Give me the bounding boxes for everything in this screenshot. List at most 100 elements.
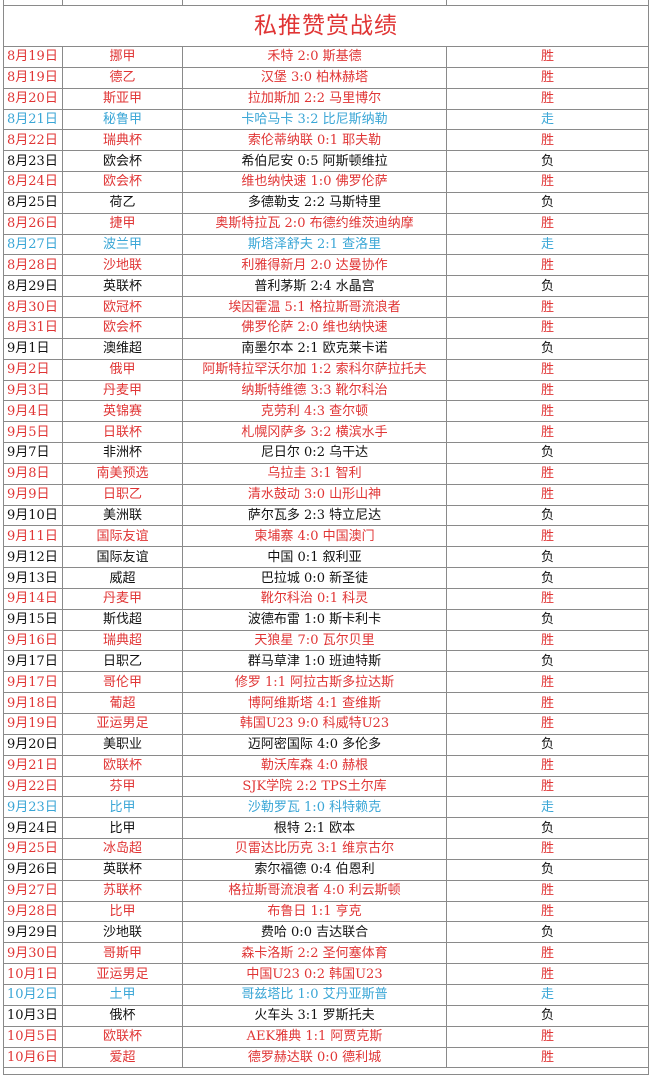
date-cell: 8月26日 — [3, 212, 63, 235]
result-cell: 负 — [446, 150, 649, 173]
league-cell: 澳维超 — [62, 337, 183, 360]
result-cell: 胜 — [446, 775, 649, 798]
result-cell: 负 — [446, 275, 649, 298]
date-cell: 8月19日 — [3, 66, 63, 89]
match-cell: 索尔福德 0:4 伯恩利 — [182, 858, 447, 881]
match-cell: 纳斯特维德 3:3 靴尔科治 — [182, 379, 447, 402]
table-row: 10月3日 俄杯 火车头 3:1 罗斯托夫负 — [3, 1004, 649, 1027]
date-cell: 8月28日 — [3, 254, 63, 277]
league-cell: 比甲 — [62, 817, 183, 840]
table-row: 8月25日 荷乙 多德勒支 2:2 马斯特里负 — [3, 191, 649, 214]
date-cell: 10月1日 — [3, 963, 63, 985]
date-cell: 8月25日 — [3, 191, 63, 214]
table-row: 9月11日 国际友谊 柬埔寨 4:0 中国澳门胜 — [3, 525, 649, 548]
date-cell: 9月17日 — [3, 650, 63, 673]
league-cell: 苏联杯 — [62, 879, 183, 902]
date-cell: 9月14日 — [3, 587, 63, 610]
result-cell: 走 — [446, 108, 649, 131]
result-cell: 负 — [446, 733, 649, 756]
date-cell: 9月11日 — [3, 525, 63, 548]
date-cell: 9月10日 — [3, 504, 63, 527]
date-cell: 8月23日 — [3, 150, 63, 173]
match-cell: 布鲁日 1:1 亨克 — [182, 900, 447, 923]
result-cell: 胜 — [446, 379, 649, 402]
league-cell: 哥斯甲 — [62, 942, 183, 965]
date-cell: 8月22日 — [3, 129, 63, 152]
match-cell: 费哈 0:0 吉达联合 — [182, 921, 447, 944]
match-cell: SJK学院 2:2 TPS土尔库 — [182, 775, 447, 798]
match-cell: 克劳利 4:3 查尔顿 — [182, 400, 447, 423]
table-row: 9月5日 日联杯 札幌冈萨多 3:2 横滨水手胜 — [3, 421, 649, 444]
league-cell: 波兰甲 — [62, 233, 183, 256]
tail-row — [3, 1067, 649, 1075]
result-cell: 负 — [446, 1004, 649, 1027]
match-cell: 韩国U23 9:0 科威特U23 — [182, 713, 447, 735]
league-cell: 丹麦甲 — [62, 379, 183, 402]
match-cell: 埃因霍温 5:1 格拉斯哥流浪者 — [182, 296, 447, 318]
date-cell: 10月6日 — [3, 1046, 63, 1069]
table-row: 9月10日 美洲联 萨尔瓦多 2:3 特立尼达负 — [3, 504, 649, 527]
league-cell: 亚运男足 — [62, 713, 183, 735]
match-cell: 靴尔科治 0:1 科灵 — [182, 587, 447, 610]
result-cell: 胜 — [446, 316, 649, 339]
table-row: 9月16日 瑞典超 天狼星 7:0 瓦尔贝里胜 — [3, 629, 649, 652]
match-cell: 乌拉圭 3:1 智利 — [182, 462, 447, 485]
result-cell: 负 — [446, 504, 649, 527]
match-cell: 普利茅斯 2:4 水晶宫 — [182, 275, 447, 298]
table-row: 9月15日 斯伐超 波德布雷 1:0 斯卡利卡负 — [3, 608, 649, 631]
league-cell: 挪甲 — [62, 46, 183, 68]
record-sheet: 私推赞赏战绩 8月19日 挪甲 禾特 2:0 斯基德胜 8月19日 德乙 汉堡 3:0 柏… — [3, 0, 649, 1075]
date-cell: 9月2日 — [3, 358, 63, 381]
record-table: 私推赞赏战绩 8月19日 挪甲 禾特 2:0 斯基德胜 8月19日 德乙 汉堡 3:0 柏… — [3, 0, 649, 1075]
league-cell: 哥伦甲 — [62, 671, 183, 694]
match-cell: 禾特 2:0 斯基德 — [182, 46, 447, 68]
match-cell: 斯塔泽舒夫 2:1 查洛里 — [182, 233, 447, 256]
match-cell: 奥斯特拉瓦 2:0 布德约维茨迪纳摩 — [182, 212, 447, 235]
league-cell: 比甲 — [62, 796, 183, 819]
match-cell: 佛罗伦萨 2:0 维也纳快速 — [182, 316, 447, 339]
league-cell: 瑞典超 — [62, 629, 183, 652]
table-row: 9月25日 冰岛超 贝雷达比历克 3:1 维京古尔胜 — [3, 838, 649, 860]
result-cell: 胜 — [446, 66, 649, 89]
league-cell: 欧冠杯 — [62, 296, 183, 318]
table-row: 9月28日 比甲 布鲁日 1:1 亨克胜 — [3, 900, 649, 923]
date-cell: 9月16日 — [3, 629, 63, 652]
league-cell: 国际友谊 — [62, 525, 183, 548]
date-cell: 8月27日 — [3, 233, 63, 256]
league-cell: 爱超 — [62, 1046, 183, 1069]
result-cell: 胜 — [446, 358, 649, 381]
match-cell: 拉加斯加 2:2 马里博尔 — [182, 87, 447, 110]
result-cell: 负 — [446, 546, 649, 569]
match-cell: 希伯尼安 0:5 阿斯顿维拉 — [182, 150, 447, 173]
table-row: 9月3日 丹麦甲 纳斯特维德 3:3 靴尔科治胜 — [3, 379, 649, 402]
date-cell: 9月19日 — [3, 713, 63, 735]
table-row: 9月9日 日职乙 清水鼓动 3:0 山形山神胜 — [3, 483, 649, 506]
league-cell: 日职乙 — [62, 483, 183, 506]
match-cell: 森卡洛斯 2:2 圣何塞体育 — [182, 942, 447, 965]
match-cell: 迈阿密国际 4:0 多伦多 — [182, 733, 447, 756]
match-cell: 札幌冈萨多 3:2 横滨水手 — [182, 421, 447, 444]
league-cell: 比甲 — [62, 900, 183, 923]
result-cell: 负 — [446, 337, 649, 360]
table-row: 8月29日 英联杯 普利茅斯 2:4 水晶宫负 — [3, 275, 649, 298]
result-cell: 胜 — [446, 692, 649, 714]
league-cell: 土甲 — [62, 983, 183, 1006]
league-cell: 葡超 — [62, 692, 183, 714]
date-cell: 9月22日 — [3, 775, 63, 798]
match-cell: 尼日尔 0:2 乌干达 — [182, 442, 447, 464]
league-cell: 日联杯 — [62, 421, 183, 444]
table-row: 9月30日 哥斯甲 森卡洛斯 2:2 圣何塞体育胜 — [3, 942, 649, 965]
result-cell: 胜 — [446, 171, 649, 193]
result-cell: 胜 — [446, 87, 649, 110]
date-cell: 9月26日 — [3, 858, 63, 881]
table-row: 8月26日 捷甲 奥斯特拉瓦 2:0 布德约维茨迪纳摩胜 — [3, 212, 649, 235]
date-cell: 8月19日 — [3, 46, 63, 68]
table-row: 9月18日 葡超 博阿维斯塔 4:1 查维斯胜 — [3, 692, 649, 714]
date-cell: 8月21日 — [3, 108, 63, 131]
result-cell: 胜 — [446, 963, 649, 985]
match-cell: 中国 0:1 叙利亚 — [182, 546, 447, 569]
match-cell: 萨尔瓦多 2:3 特立尼达 — [182, 504, 447, 527]
result-cell: 胜 — [446, 754, 649, 777]
table-row: 8月19日 挪甲 禾特 2:0 斯基德胜 — [3, 46, 649, 68]
match-cell: 多德勒支 2:2 马斯特里 — [182, 191, 447, 214]
